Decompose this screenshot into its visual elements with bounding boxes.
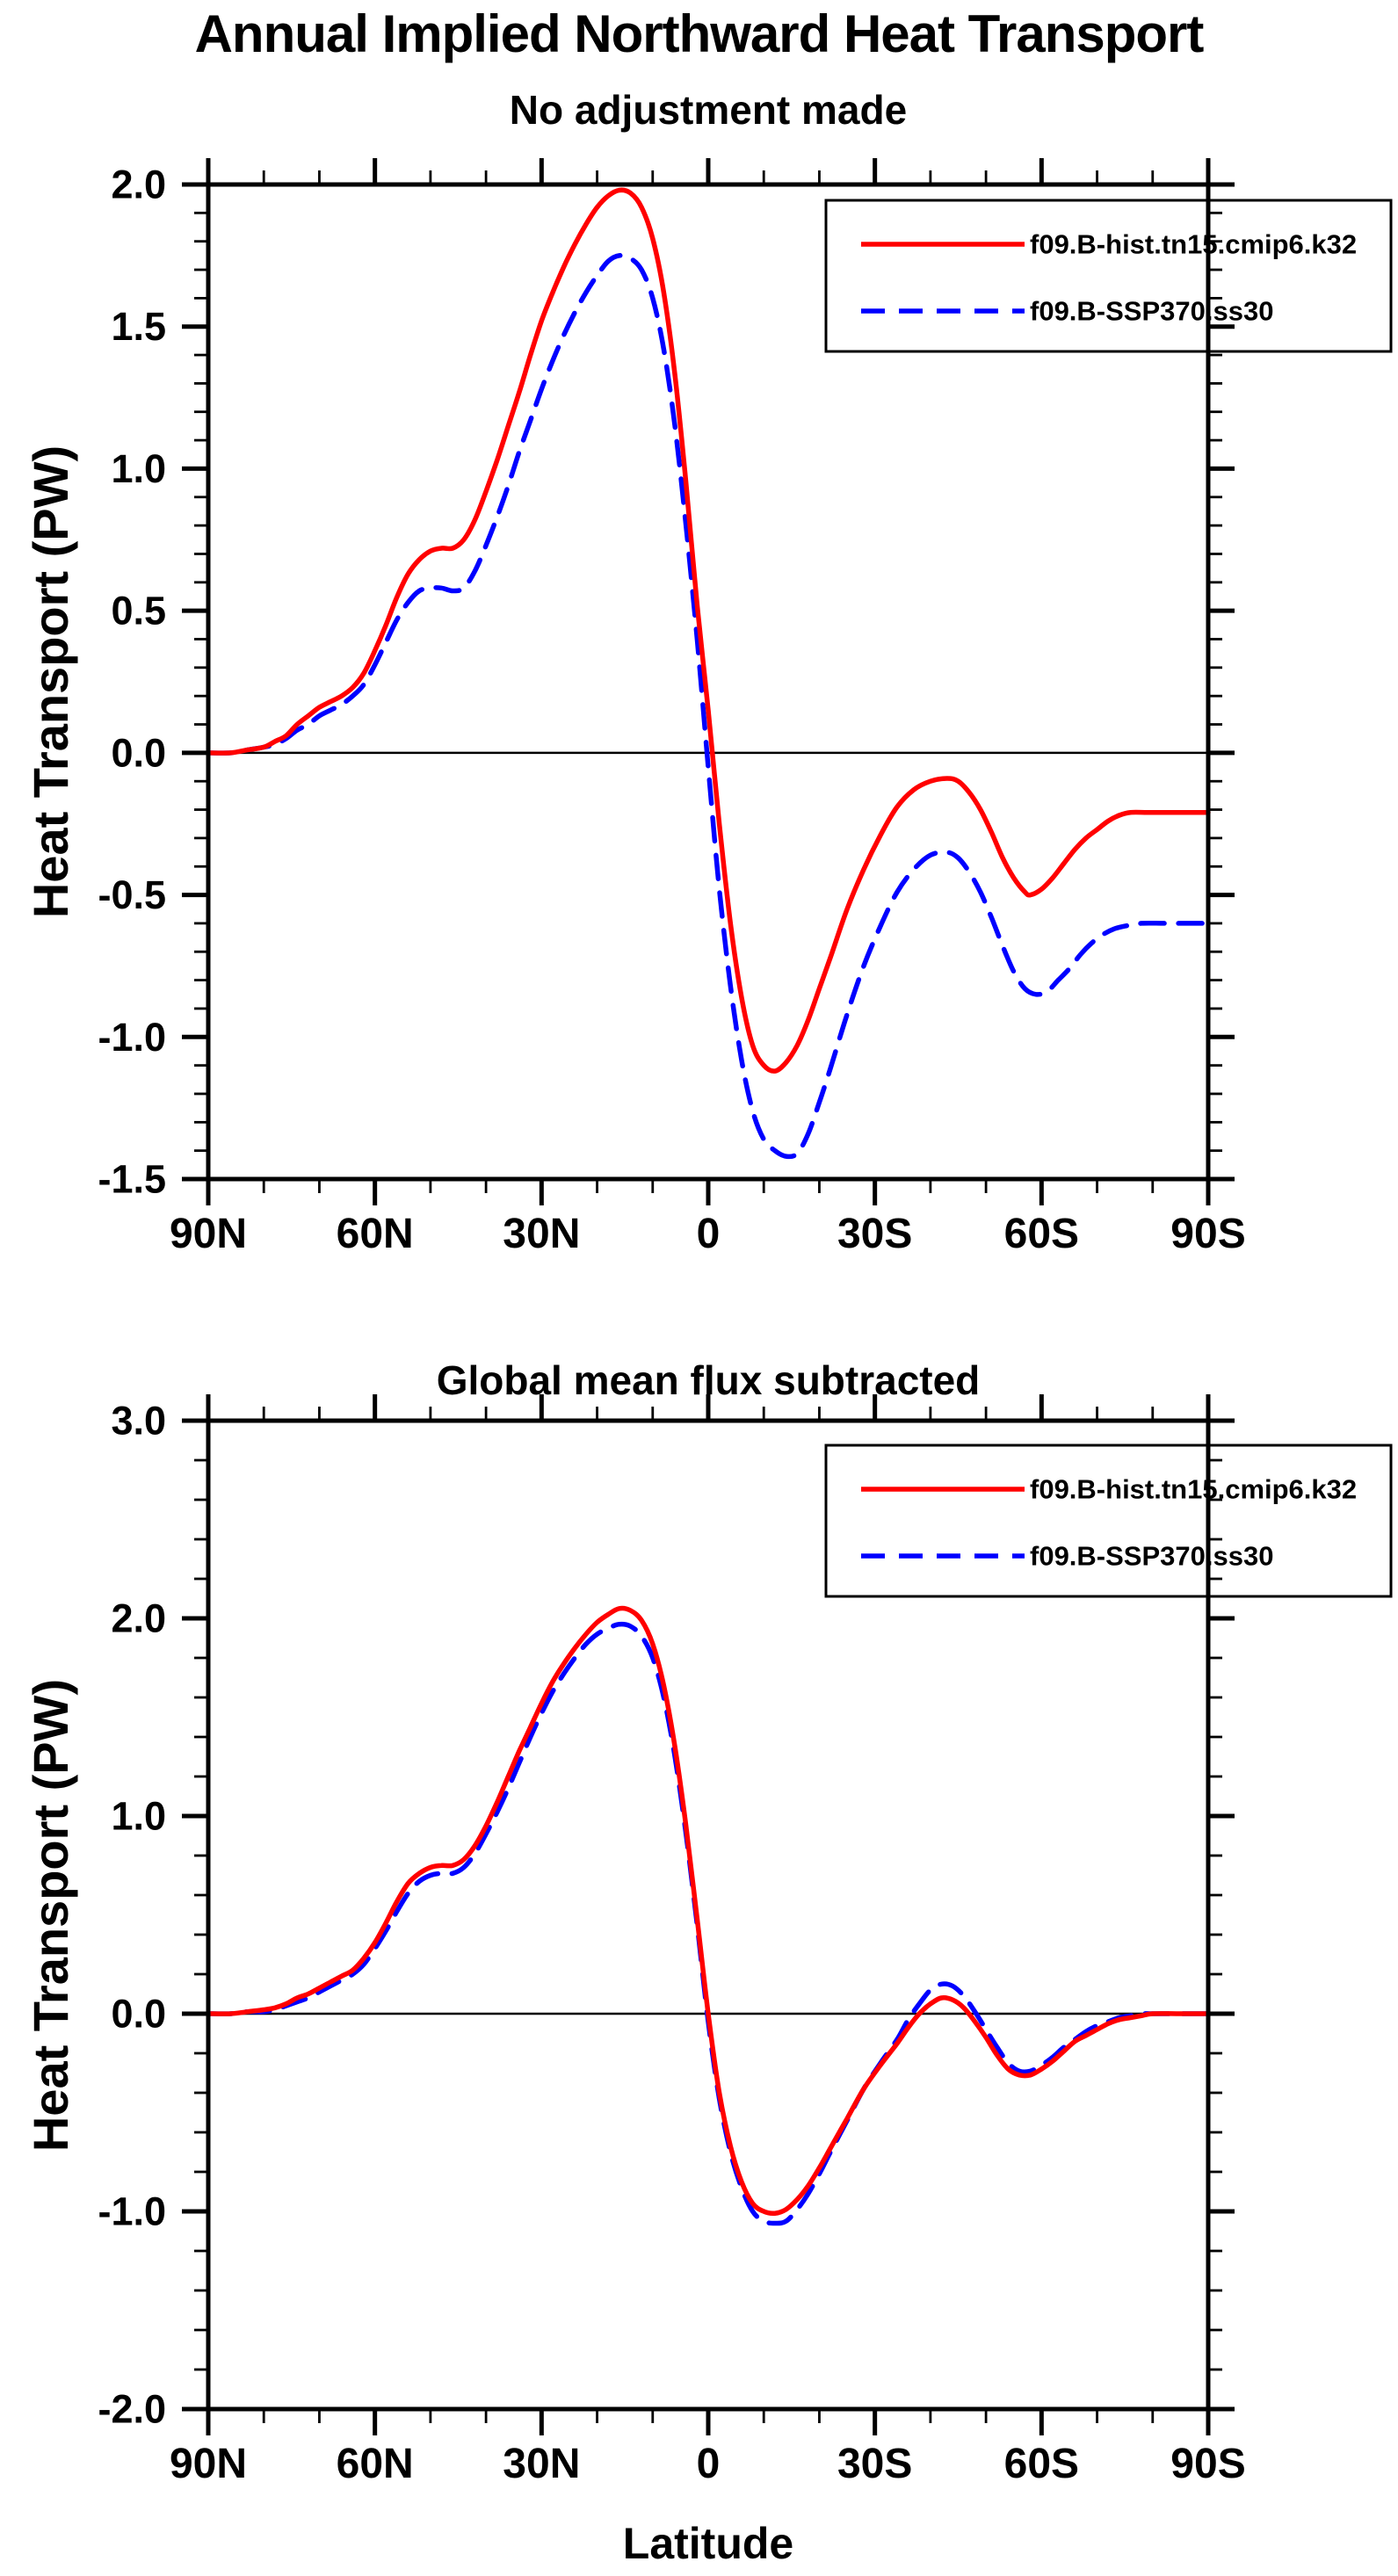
series-line-1 xyxy=(206,253,1211,1160)
y-tick-label: 2.0 xyxy=(111,163,166,207)
y-tick-label: -1.0 xyxy=(98,1015,166,1060)
x-tick-label: 60N xyxy=(337,1211,414,1257)
legend-box xyxy=(824,1444,1393,1598)
chart-top-title: No adjustment made xyxy=(509,87,908,133)
x-tick-label: 0 xyxy=(697,2441,721,2487)
y-tick-label: -1.0 xyxy=(98,2189,166,2234)
y-tick-label: -1.5 xyxy=(98,1157,166,1202)
figure-title: Annual Implied Northward Heat Transport xyxy=(194,4,1205,63)
x-tick-label: 30S xyxy=(837,2441,912,2487)
x-tick-label: 90S xyxy=(1170,2441,1245,2487)
y-tick-label: 2.0 xyxy=(111,1596,166,1641)
plot-canvas-bottom: f09.B-hist.tn15.cmip6.k32 f09.B-SSP370.ss… xyxy=(98,1394,1393,2487)
y-axis-title-bottom: Heat Transport (PW) xyxy=(23,1678,78,2153)
x-tick-label: 90S xyxy=(1170,1211,1245,1257)
legend-label: f09.B-hist.tn15.cmip6.k32 xyxy=(1030,229,1357,260)
y-tick-label: 0.0 xyxy=(111,1992,166,2037)
y-tick-label: 1.0 xyxy=(111,1794,166,1839)
y-tick-label: 0.0 xyxy=(111,730,166,775)
x-tick-label: 60N xyxy=(337,2441,414,2487)
legend-label: f09.B-SSP370.ss30 xyxy=(1030,296,1273,327)
x-tick-label: 60S xyxy=(1004,1211,1079,1257)
x-tick-label: 30S xyxy=(837,1211,912,1257)
x-axis-title: Latitude xyxy=(622,2519,794,2568)
series-line-1 xyxy=(206,1621,1211,2226)
x-tick-label: 90N xyxy=(170,2441,247,2487)
y-tick-label: 1.0 xyxy=(111,446,166,491)
series-line-0 xyxy=(206,1605,1211,2217)
y-tick-label: -2.0 xyxy=(98,2387,166,2432)
legend-label: f09.B-SSP370.ss30 xyxy=(1030,1541,1273,1572)
chart-bottom: f09.B-hist.tn15.cmip6.k32 f09.B-SSP370.ss… xyxy=(0,1335,1398,2576)
y-tick-label: 1.5 xyxy=(111,304,166,349)
x-tick-label: 0 xyxy=(697,1211,721,1257)
chart-top: f09.B-hist.tn15.cmip6.k32 f09.B-SSP370.ss… xyxy=(0,79,1398,1292)
legend-box xyxy=(824,199,1393,353)
series-line-0 xyxy=(206,187,1211,1074)
x-tick-label: 30N xyxy=(503,2441,580,2487)
x-tick-label: 30N xyxy=(503,1211,580,1257)
plot-canvas-top: f09.B-hist.tn15.cmip6.k32 f09.B-SSP370.ss… xyxy=(98,158,1393,1257)
x-tick-label: 60S xyxy=(1004,2441,1079,2487)
x-tick-label: 90N xyxy=(170,1211,247,1257)
y-tick-label: 3.0 xyxy=(111,1399,166,1444)
y-tick-label: -0.5 xyxy=(98,872,166,917)
y-tick-label: 0.5 xyxy=(111,589,166,633)
y-axis-title-top: Heat Transport (PW) xyxy=(23,445,78,919)
chart-bottom-title: Global mean flux subtracted xyxy=(436,1357,981,1403)
legend-label: f09.B-hist.tn15.cmip6.k32 xyxy=(1030,1474,1357,1505)
